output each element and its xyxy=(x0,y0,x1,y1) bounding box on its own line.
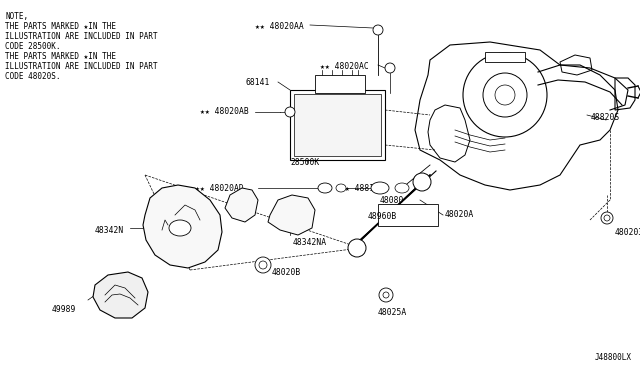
Bar xyxy=(485,52,525,62)
Bar xyxy=(294,94,381,156)
Circle shape xyxy=(413,173,431,191)
Circle shape xyxy=(495,85,515,105)
Circle shape xyxy=(255,257,271,273)
Circle shape xyxy=(348,239,366,257)
Polygon shape xyxy=(93,272,148,318)
Ellipse shape xyxy=(395,183,409,193)
Text: ★★ 48020AA: ★★ 48020AA xyxy=(255,22,304,31)
Circle shape xyxy=(463,53,547,137)
Text: 49989: 49989 xyxy=(52,305,76,314)
Bar xyxy=(315,75,365,93)
Text: NOTE,: NOTE, xyxy=(5,12,28,21)
Circle shape xyxy=(383,292,389,298)
Text: 68141: 68141 xyxy=(245,78,269,87)
Bar xyxy=(290,90,385,160)
Bar xyxy=(378,204,438,226)
Ellipse shape xyxy=(371,182,389,194)
Text: ★★ 48020AD: ★★ 48020AD xyxy=(195,184,244,193)
Text: 48820S: 48820S xyxy=(591,113,620,122)
Text: ILLUSTRATION ARE INCLUDED IN PART: ILLUSTRATION ARE INCLUDED IN PART xyxy=(5,32,157,41)
Circle shape xyxy=(385,63,395,73)
Text: 48342NA: 48342NA xyxy=(293,238,327,247)
Ellipse shape xyxy=(336,184,346,192)
Text: THE PARTS MARKED ★IN THE: THE PARTS MARKED ★IN THE xyxy=(5,52,116,61)
Text: ★★ 48020AB: ★★ 48020AB xyxy=(200,107,249,116)
Circle shape xyxy=(259,261,267,269)
Circle shape xyxy=(483,73,527,117)
Circle shape xyxy=(604,215,610,221)
Text: 28500K: 28500K xyxy=(290,158,319,167)
Text: ★★ 48020AC: ★★ 48020AC xyxy=(320,62,369,71)
Text: CODE 28500K.: CODE 28500K. xyxy=(5,42,61,51)
Text: J48800LX: J48800LX xyxy=(595,353,632,362)
Circle shape xyxy=(373,25,383,35)
Text: CODE 48020S.: CODE 48020S. xyxy=(5,72,61,81)
Text: 48960B: 48960B xyxy=(368,212,397,221)
Text: 480203A: 480203A xyxy=(615,228,640,237)
Text: 48342N: 48342N xyxy=(95,226,124,235)
Text: THE PARTS MARKED ★IN THE: THE PARTS MARKED ★IN THE xyxy=(5,22,116,31)
Circle shape xyxy=(285,107,295,117)
Circle shape xyxy=(379,288,393,302)
Text: ILLUSTRATION ARE INCLUDED IN PART: ILLUSTRATION ARE INCLUDED IN PART xyxy=(5,62,157,71)
Polygon shape xyxy=(143,185,222,268)
Circle shape xyxy=(601,212,613,224)
Polygon shape xyxy=(225,188,258,222)
Text: 48020B: 48020B xyxy=(272,268,301,277)
Text: 48020A: 48020A xyxy=(445,210,474,219)
Polygon shape xyxy=(268,195,315,235)
Text: 48025A: 48025A xyxy=(378,308,407,317)
Ellipse shape xyxy=(318,183,332,193)
Text: 48080: 48080 xyxy=(380,196,404,205)
Text: ★★ 48810P: ★★ 48810P xyxy=(340,184,384,193)
Ellipse shape xyxy=(169,220,191,236)
